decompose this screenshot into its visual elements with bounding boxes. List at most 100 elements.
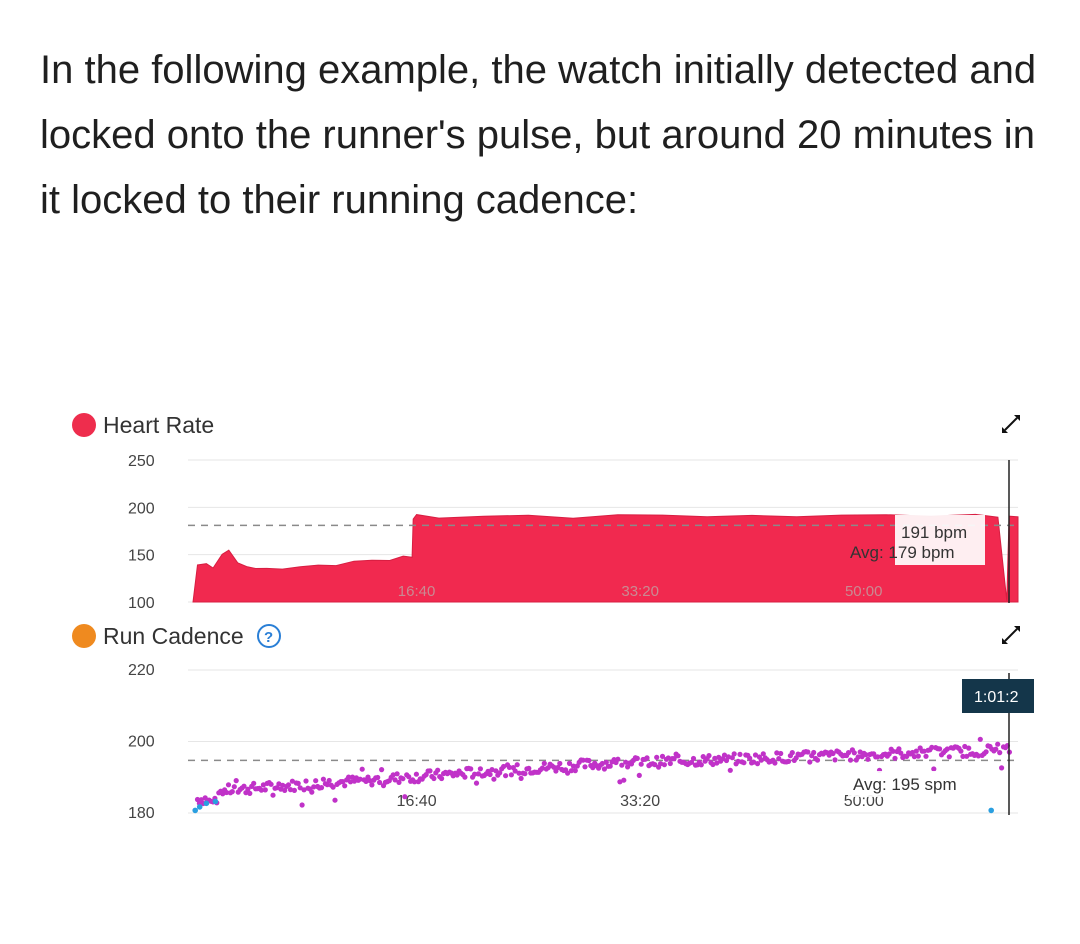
run-cadence-point bbox=[875, 754, 881, 760]
run-cadence-low-point bbox=[212, 798, 219, 805]
intro-paragraph: In the following example, the watch init… bbox=[40, 48, 1037, 222]
run-cadence-point bbox=[303, 778, 309, 784]
run-cadence-point bbox=[427, 768, 433, 774]
run-cadence-point bbox=[752, 752, 759, 758]
run-cadence-point bbox=[731, 751, 737, 757]
run-cadence-point bbox=[501, 763, 507, 770]
run-cadence-point bbox=[607, 763, 613, 769]
run-cadence-point bbox=[785, 758, 792, 764]
run-cadence-point bbox=[247, 790, 253, 796]
run-cadence-point bbox=[995, 741, 1001, 747]
run-cadence-point bbox=[725, 754, 732, 760]
heart-rate-y-tick: 250 bbox=[128, 453, 155, 470]
run-cadence-point bbox=[514, 762, 520, 768]
run-cadence-point bbox=[233, 778, 239, 784]
run-cadence-point bbox=[285, 782, 292, 788]
run-cadence-point bbox=[400, 776, 406, 782]
run-cadence-point bbox=[760, 751, 766, 757]
run-cadence-gridlines bbox=[188, 669, 1018, 814]
expand-arrows-icon[interactable] bbox=[1002, 415, 1020, 433]
run-cadence-point bbox=[601, 766, 608, 772]
run-cadence-point bbox=[462, 774, 468, 780]
run-cadence-low-point bbox=[988, 807, 994, 814]
svg-text:?: ? bbox=[264, 629, 273, 646]
heart-rate-y-axis: 250 200 150 100 bbox=[128, 453, 155, 612]
run-cadence-point bbox=[518, 775, 524, 781]
run-cadence-point bbox=[489, 767, 495, 773]
run-cadence-point bbox=[324, 782, 330, 788]
run-cadence-point bbox=[503, 773, 509, 779]
run-cadence-point bbox=[454, 772, 460, 778]
run-cadence-point bbox=[251, 780, 257, 786]
run-cadence-point bbox=[375, 774, 381, 781]
run-cadence-point bbox=[512, 768, 518, 774]
run-cadence-point bbox=[807, 759, 813, 765]
question-circle-icon[interactable]: ? bbox=[257, 624, 281, 648]
run-cadence-point bbox=[814, 757, 821, 763]
run-cadence-point bbox=[915, 753, 921, 759]
run-cadence-point bbox=[565, 770, 571, 776]
run-cadence-point bbox=[439, 775, 445, 782]
run-cadence-point bbox=[497, 770, 503, 776]
run-cadence-point bbox=[698, 762, 704, 768]
run-cadence-point bbox=[832, 757, 838, 763]
run-cadence-point bbox=[712, 755, 718, 761]
run-cadence-point bbox=[960, 753, 966, 759]
run-cadence-point bbox=[617, 779, 623, 785]
run-cadence-point bbox=[301, 787, 307, 793]
run-cadence-low-point bbox=[192, 807, 198, 814]
run-cadence-point bbox=[774, 750, 780, 756]
run-cadence-point bbox=[830, 750, 836, 757]
run-cadence-point bbox=[406, 774, 412, 780]
heart-rate-avg-label: Avg: 179 bpm bbox=[850, 543, 955, 562]
run-cadence-point bbox=[997, 750, 1003, 756]
run-cadence-point bbox=[896, 746, 902, 752]
run-cadence-point bbox=[225, 782, 232, 788]
run-cadence-point bbox=[311, 784, 317, 790]
run-cadence-point bbox=[911, 754, 918, 760]
run-cadence-point bbox=[326, 777, 332, 784]
run-cadence-point bbox=[270, 792, 276, 798]
run-cadence-point bbox=[999, 765, 1005, 771]
run-cadence-point bbox=[586, 757, 592, 764]
run-cadence-point bbox=[282, 787, 288, 793]
run-cadence-point bbox=[615, 756, 621, 762]
run-cadence-point bbox=[727, 767, 733, 773]
run-cadence-point bbox=[289, 778, 295, 784]
run-cadence-point bbox=[570, 763, 577, 769]
run-cadence-point bbox=[690, 755, 697, 762]
heart-rate-cursor-value: 191 bpm bbox=[901, 523, 967, 542]
run-cadence-point bbox=[291, 787, 297, 793]
run-cadence-point bbox=[280, 782, 286, 788]
run-cadence-x-tick: 33:20 bbox=[620, 793, 660, 810]
run-cadence-point bbox=[735, 758, 741, 764]
run-cadence-point bbox=[245, 786, 251, 792]
run-cadence-y-tick: 180 bbox=[128, 805, 155, 822]
run-cadence-point bbox=[491, 776, 497, 782]
run-cadence-point bbox=[847, 757, 854, 763]
run-cadence-point bbox=[599, 760, 606, 767]
run-cadence-point bbox=[394, 771, 400, 777]
run-cadence-x-axis: 16:40 33:20 50:00 bbox=[397, 793, 884, 810]
run-cadence-point bbox=[413, 771, 419, 777]
run-cadence-point bbox=[964, 753, 970, 759]
run-cadence-point bbox=[890, 748, 896, 754]
run-cadence-point bbox=[390, 772, 396, 778]
run-cadence-point bbox=[539, 765, 546, 771]
run-cadence-point bbox=[223, 789, 230, 796]
run-cadence-point bbox=[652, 762, 658, 768]
run-cadence-point bbox=[811, 749, 817, 756]
run-cadence-point bbox=[468, 766, 474, 772]
run-cadence-point bbox=[977, 736, 983, 742]
heart-rate-x-tick: 16:40 bbox=[398, 583, 436, 600]
run-cadence-point bbox=[710, 761, 716, 768]
run-cadence-point bbox=[845, 750, 852, 756]
run-cadence-low-point bbox=[196, 804, 203, 810]
heart-rate-x-tick: 33:20 bbox=[621, 583, 659, 600]
expand-arrows-icon[interactable] bbox=[1002, 626, 1020, 644]
run-cadence-point bbox=[654, 754, 660, 760]
run-cadence-avg-badge: Avg: 195 spm bbox=[848, 771, 980, 797]
run-cadence-point bbox=[789, 750, 795, 756]
run-cadence-point bbox=[706, 753, 712, 759]
